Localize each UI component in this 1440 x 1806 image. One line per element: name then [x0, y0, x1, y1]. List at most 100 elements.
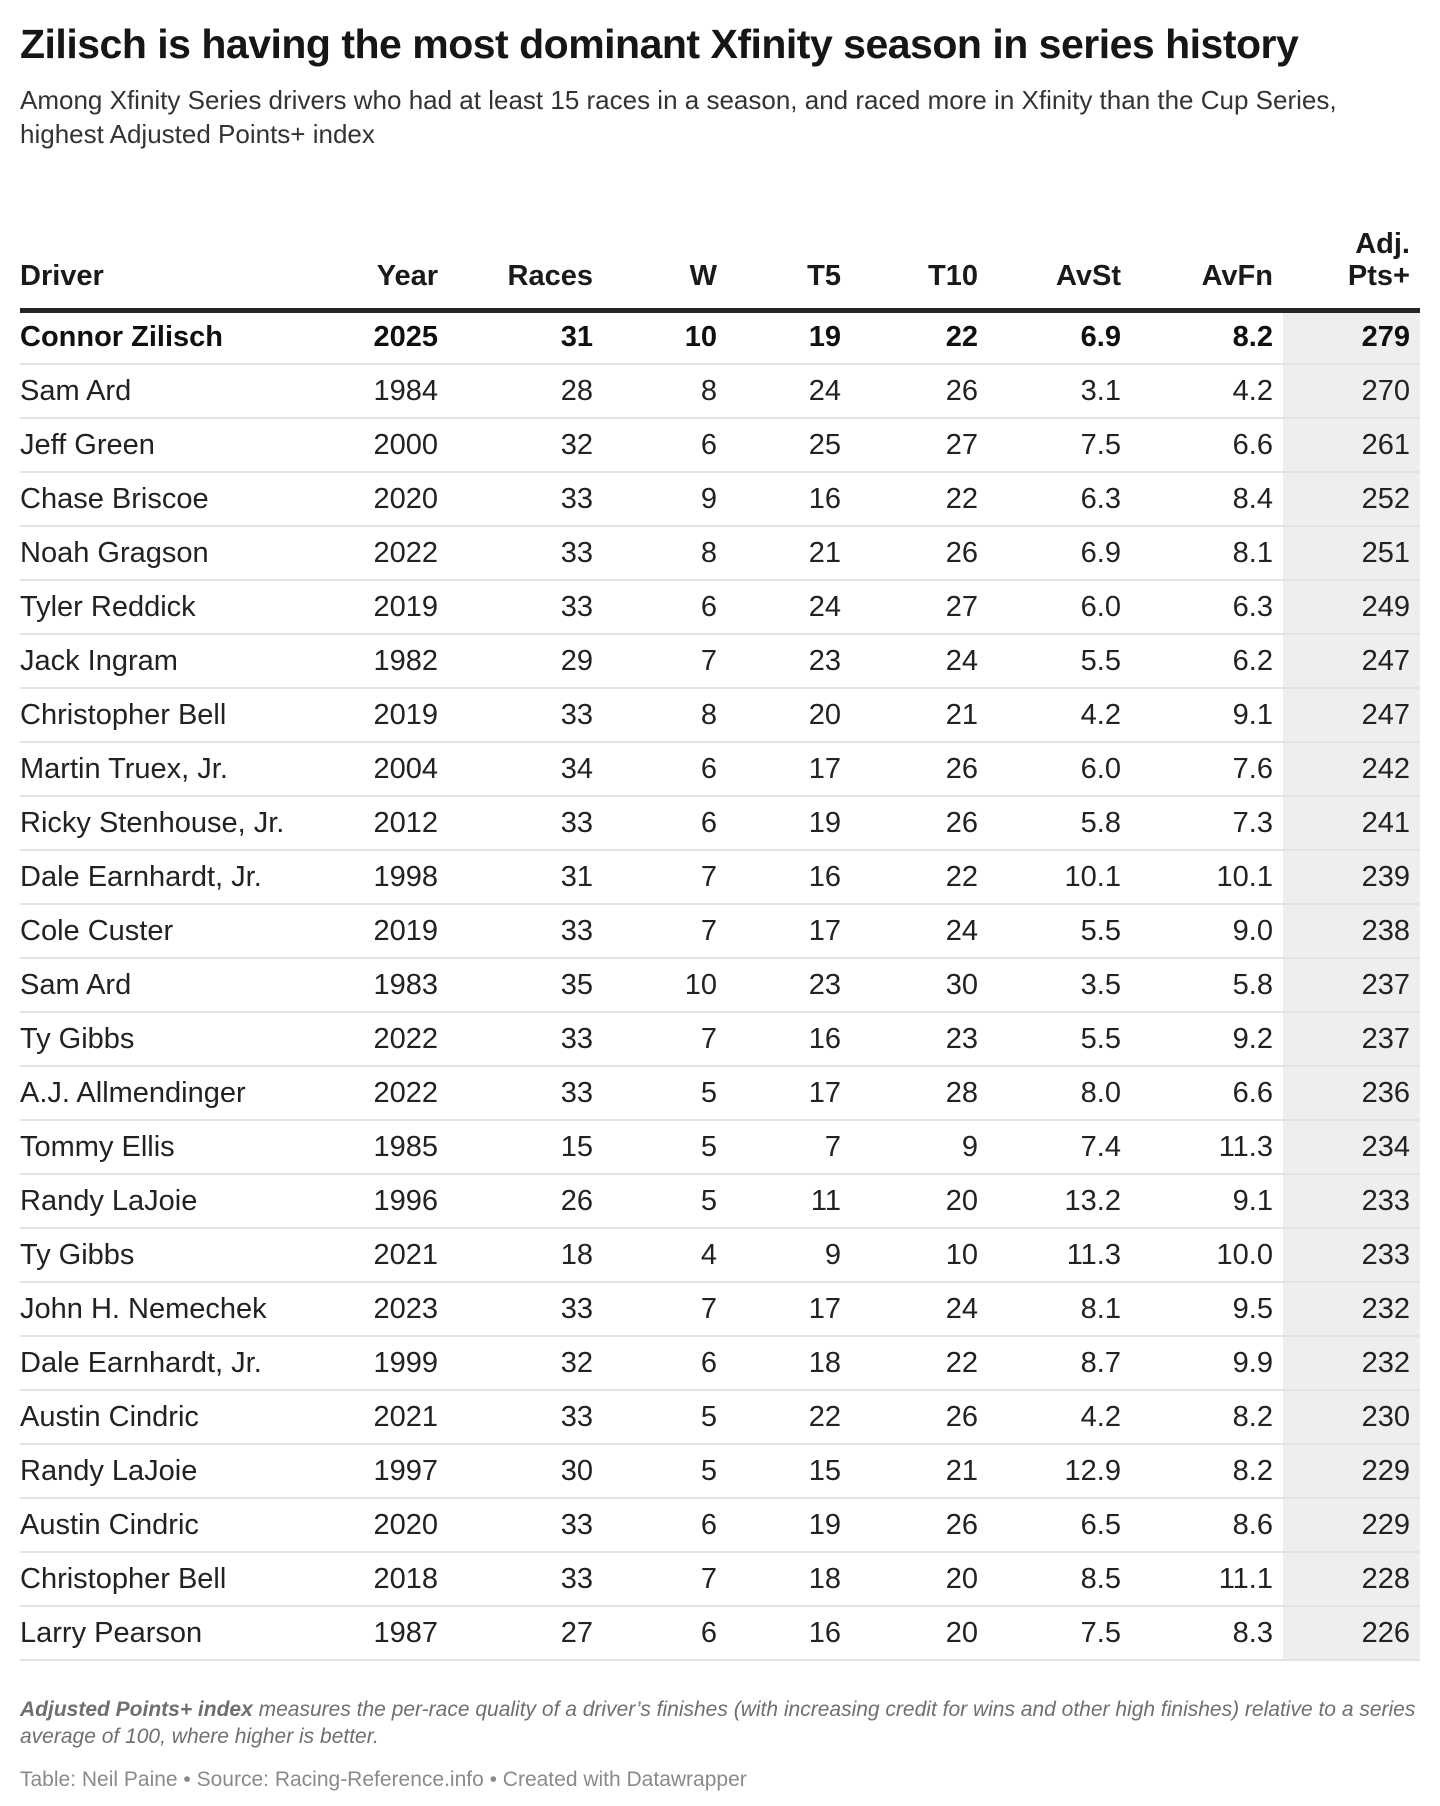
- table-row: Ricky Stenhouse, Jr. 2012 33 6 19 26 5.8 7.3 241: [20, 796, 1420, 852]
- table-row: Sam Ard 1984 28 8 24 26 3.1 4.2 270: [20, 364, 1420, 420]
- cell-t5: 16: [727, 1606, 851, 1662]
- cell-avst: 7.5: [988, 418, 1131, 474]
- cell-avst: 10.1: [988, 850, 1131, 906]
- cell-avst: 8.5: [988, 1552, 1131, 1608]
- cell-avst: 6.9: [988, 310, 1131, 366]
- cell-w: 5: [603, 1390, 727, 1446]
- cell-avst: 6.0: [988, 742, 1131, 798]
- cell-avst: 8.7: [988, 1336, 1131, 1392]
- cell-year: 2000: [320, 418, 448, 474]
- cell-t5: 9: [727, 1228, 851, 1284]
- cell-t5: 18: [727, 1552, 851, 1608]
- cell-races: 33: [448, 688, 603, 744]
- cell-year: 1983: [320, 958, 448, 1014]
- cell-avst: 4.2: [988, 688, 1131, 744]
- cell-avfn: 8.2: [1131, 1444, 1283, 1500]
- cell-races: 27: [448, 1606, 603, 1662]
- cell-year: 2022: [320, 1012, 448, 1068]
- cell-adj: 242: [1283, 742, 1420, 798]
- cell-races: 33: [448, 1012, 603, 1068]
- cell-adj: 234: [1283, 1120, 1420, 1176]
- cell-avfn: 9.9: [1131, 1336, 1283, 1392]
- cell-adj: 241: [1283, 796, 1420, 852]
- cell-races: 35: [448, 958, 603, 1014]
- cell-t10: 27: [851, 580, 988, 636]
- cell-avst: 5.5: [988, 904, 1131, 960]
- cell-w: 10: [603, 310, 727, 366]
- cell-year: 2018: [320, 1552, 448, 1608]
- cell-t5: 24: [727, 580, 851, 636]
- cell-races: 34: [448, 742, 603, 798]
- cell-driver: Austin Cindric: [20, 1390, 320, 1446]
- cell-year: 2019: [320, 904, 448, 960]
- cell-w: 7: [603, 634, 727, 690]
- cell-races: 26: [448, 1174, 603, 1230]
- cell-avfn: 11.1: [1131, 1552, 1283, 1608]
- cell-t5: 17: [727, 742, 851, 798]
- cell-adj: 229: [1283, 1498, 1420, 1554]
- cell-t10: 26: [851, 1390, 988, 1446]
- cell-avst: 8.0: [988, 1066, 1131, 1122]
- cell-races: 33: [448, 1390, 603, 1446]
- footnote-term: Adjusted Points+ index: [20, 1698, 253, 1722]
- cell-avst: 7.5: [988, 1606, 1131, 1662]
- cell-avfn: 11.3: [1131, 1120, 1283, 1176]
- table-header: Driver Year Races W T5 T10 AvSt AvFn Adj. Pts+: [20, 191, 1420, 313]
- page-subtitle: Among Xfinity Series drivers who had at …: [20, 85, 1337, 149]
- cell-w: 5: [603, 1444, 727, 1500]
- cell-t5: 7: [727, 1120, 851, 1176]
- cell-w: 7: [603, 904, 727, 960]
- cell-t10: 28: [851, 1066, 988, 1122]
- cell-t10: 22: [851, 1336, 988, 1392]
- cell-driver: Ricky Stenhouse, Jr.: [20, 796, 320, 852]
- table-header-row: Driver Year Races W T5 T10 AvSt AvFn Adj. Pts+: [20, 191, 1420, 313]
- cell-w: 6: [603, 580, 727, 636]
- cell-t5: 11: [727, 1174, 851, 1230]
- table-row: Randy LaJoie 1996 26 5 11 20 13.2 9.1 233: [20, 1174, 1420, 1230]
- cell-adj: 270: [1283, 364, 1420, 420]
- cell-t5: 19: [727, 310, 851, 366]
- cell-adj: 247: [1283, 688, 1420, 744]
- cell-races: 33: [448, 580, 603, 636]
- cell-adj: 249: [1283, 580, 1420, 636]
- cell-avfn: 7.3: [1131, 796, 1283, 852]
- cell-driver: Ty Gibbs: [20, 1228, 320, 1284]
- cell-w: 9: [603, 472, 727, 528]
- cell-t5: 19: [727, 796, 851, 852]
- cell-driver: Tyler Reddick: [20, 580, 320, 636]
- column-header-avst: AvSt: [988, 191, 1131, 313]
- cell-avfn: 9.1: [1131, 688, 1283, 744]
- cell-avfn: 9.1: [1131, 1174, 1283, 1230]
- cell-w: 4: [603, 1228, 727, 1284]
- cell-w: 5: [603, 1174, 727, 1230]
- cell-t10: 21: [851, 1444, 988, 1500]
- cell-avst: 7.4: [988, 1120, 1131, 1176]
- cell-adj: 228: [1283, 1552, 1420, 1608]
- cell-races: 33: [448, 904, 603, 960]
- cell-t10: 26: [851, 1498, 988, 1554]
- cell-avfn: 6.2: [1131, 634, 1283, 690]
- cell-w: 7: [603, 1282, 727, 1338]
- cell-races: 33: [448, 472, 603, 528]
- cell-driver: Chase Briscoe: [20, 472, 320, 528]
- column-header-t5: T5: [727, 191, 851, 313]
- cell-adj: 251: [1283, 526, 1420, 582]
- cell-races: 33: [448, 1552, 603, 1608]
- cell-races: 31: [448, 310, 603, 366]
- cell-t10: 10: [851, 1228, 988, 1284]
- cell-w: 6: [603, 1336, 727, 1392]
- cell-avst: 5.5: [988, 1012, 1131, 1068]
- cell-w: 8: [603, 364, 727, 420]
- cell-t5: 17: [727, 1066, 851, 1122]
- cell-driver: Jack Ingram: [20, 634, 320, 690]
- table-row: A.J. Allmendinger 2022 33 5 17 28 8.0 6.6 236: [20, 1066, 1420, 1122]
- cell-adj: 232: [1283, 1282, 1420, 1338]
- cell-year: 1999: [320, 1336, 448, 1392]
- cell-avst: 5.5: [988, 634, 1131, 690]
- cell-t10: 24: [851, 634, 988, 690]
- cell-adj: 236: [1283, 1066, 1420, 1122]
- table-row: Austin Cindric 2021 33 5 22 26 4.2 8.2 230: [20, 1390, 1420, 1446]
- cell-year: 1998: [320, 850, 448, 906]
- cell-w: 6: [603, 742, 727, 798]
- cell-avst: 6.5: [988, 1498, 1131, 1554]
